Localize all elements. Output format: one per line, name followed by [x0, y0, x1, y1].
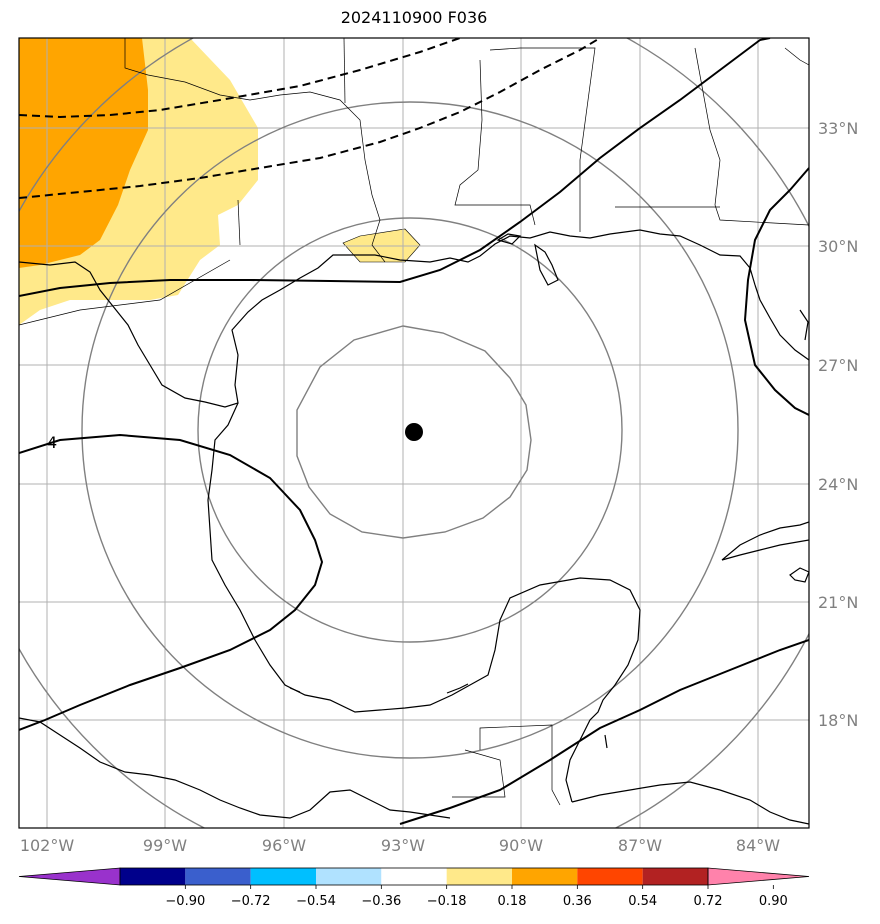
colorbar-frame: [119, 867, 709, 886]
borders: [19, 38, 809, 806]
colorbar-tick-label: 0.72: [694, 894, 723, 909]
colorbar-tick-label: 0.90: [759, 894, 788, 909]
colorbar-tick-label: −0.90: [165, 894, 205, 909]
grid-lines: [19, 38, 809, 828]
colorbar-swatch: [250, 868, 316, 885]
latitude-labels: 33°N 30°N 27°N 24°N 21°N 18°N: [818, 119, 858, 730]
colorbar-swatch: [120, 868, 186, 885]
shade-orange: [19, 38, 148, 268]
colorbar: −0.90 −0.72 −0.54 −0.36 −0.18 0.18 0.36 0.54 0.7…: [18, 867, 810, 909]
colorbar-tick-label: −0.54: [296, 894, 336, 909]
colorbar-swatch: [642, 868, 708, 885]
colorbar-tick-label: 0.36: [563, 894, 592, 909]
black-contours: [19, 38, 809, 825]
lat-label: 30°N: [818, 237, 858, 256]
lon-label: 96°W: [262, 836, 306, 855]
map-title: 2024110900 F036: [340, 8, 488, 27]
lat-label: 18°N: [818, 711, 858, 730]
lon-label: 93°W: [381, 836, 425, 855]
center-marker: [405, 423, 423, 441]
lat-label: 21°N: [818, 593, 858, 612]
colorbar-tick-label: 0.18: [498, 894, 527, 909]
contour-label: 4: [47, 433, 57, 452]
lon-label: 102°W: [20, 836, 75, 855]
lat-label: 33°N: [818, 119, 858, 138]
colorbar-tick-label: 0.54: [628, 894, 657, 909]
colorbar-tick-label: −0.72: [231, 894, 271, 909]
map-area: 4: [19, 38, 809, 828]
colorbar-extend-low: [18, 867, 121, 886]
lon-label: 84°W: [736, 836, 780, 855]
map-frame: [18, 37, 810, 829]
colorbar-extend-high: [707, 867, 810, 886]
range-rings: [19, 38, 809, 828]
colorbar-swatch: [577, 868, 643, 885]
lon-label: 99°W: [143, 836, 187, 855]
colorbar-swatch: [381, 868, 447, 885]
dashed-contours: [19, 38, 601, 199]
lat-label: 27°N: [818, 356, 858, 375]
colorbar-swatch: [316, 868, 382, 885]
colorbar-swatch: [185, 868, 251, 885]
lon-label: 87°W: [618, 836, 662, 855]
lon-label: 90°W: [499, 836, 543, 855]
colorbar-swatch: [512, 868, 578, 885]
colorbar-swatch: [446, 868, 512, 885]
coastlines: [19, 229, 809, 825]
colorbar-tick-label: −0.18: [427, 894, 467, 909]
colorbar-tick-label: −0.36: [361, 894, 401, 909]
longitude-labels: 102°W 99°W 96°W 93°W 90°W 87°W 84°W: [20, 836, 780, 855]
lat-label: 24°N: [818, 475, 858, 494]
